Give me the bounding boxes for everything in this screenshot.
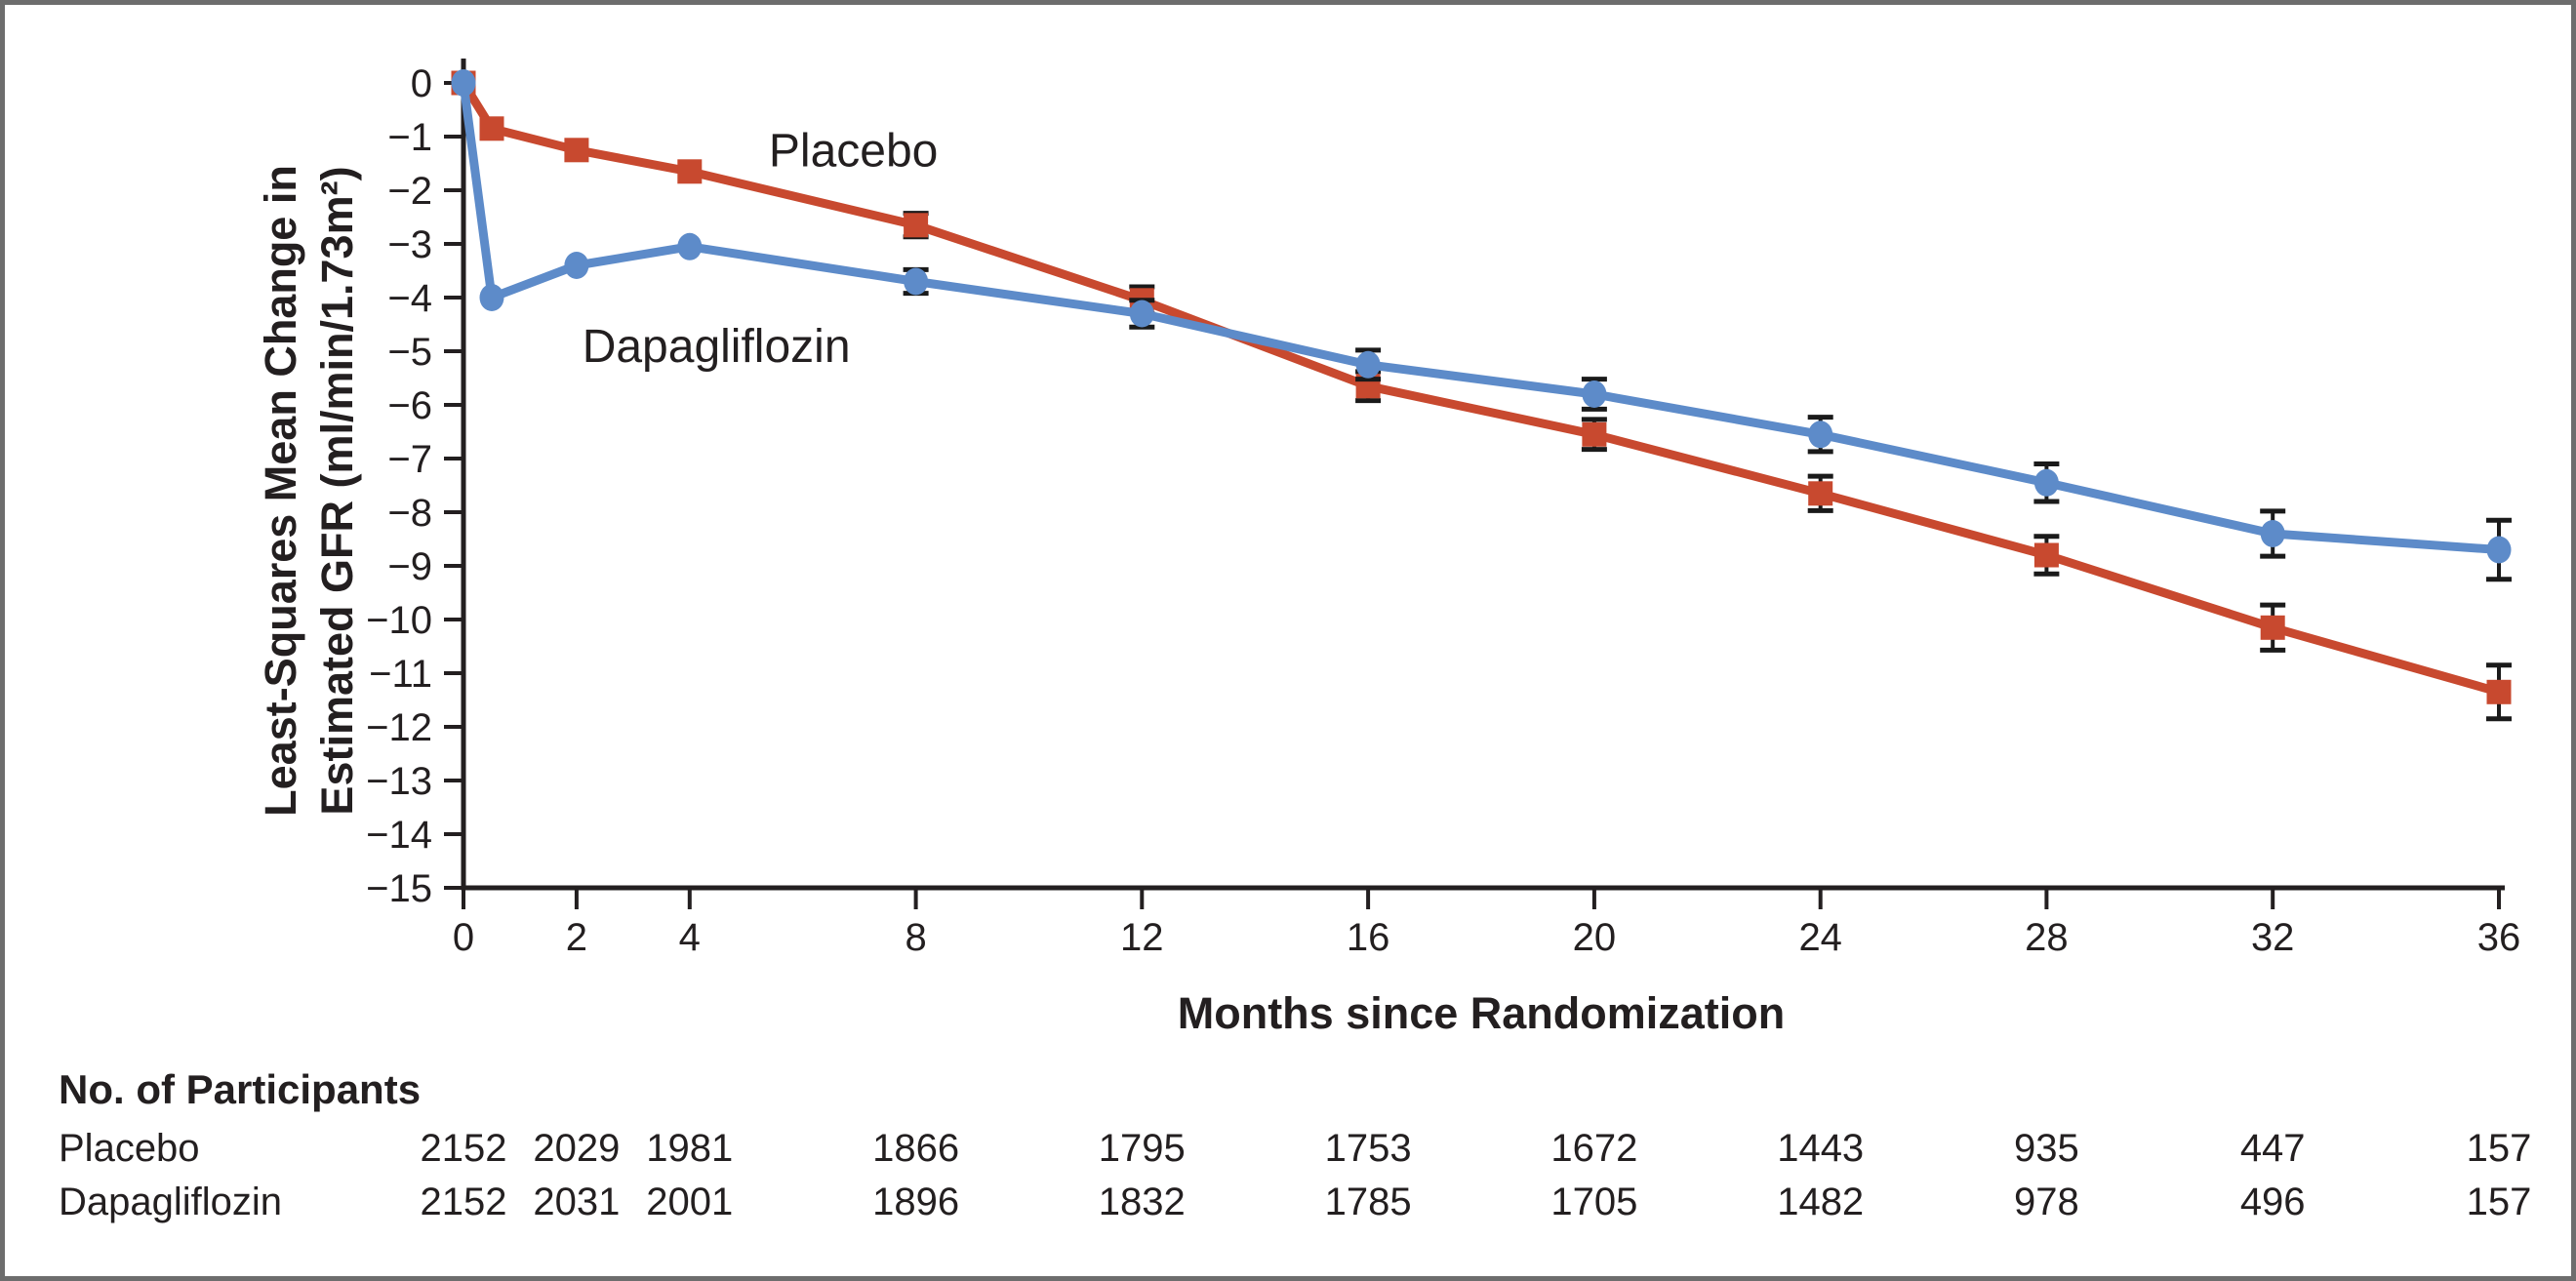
data-point-circle (451, 69, 476, 97)
data-point-circle (2260, 520, 2285, 547)
series-label: Placebo (769, 125, 938, 177)
data-point-circle (1129, 300, 1154, 328)
y-tick-label: −10 (366, 599, 432, 642)
y-tick-label: −5 (387, 331, 432, 374)
x-tick-label: 16 (1347, 916, 1390, 959)
participants-row: Dapagliflozin 2152 2031 2001 1896 1832 1785 170… (5, 1181, 2571, 1229)
participants-value: 1866 (872, 1127, 960, 1170)
data-point-square (904, 213, 929, 238)
x-tick-label: 32 (2251, 916, 2295, 959)
participants-value: 157 (2466, 1181, 2532, 1223)
x-tick-label: 36 (2477, 916, 2521, 959)
participants-row: Placebo 2152 2029 1981 1866 1795 1753 1672 1443 9… (5, 1127, 2571, 1176)
y-axis-title-line-1: Least-Squares Mean Change in (256, 165, 305, 817)
participants-value: 447 (2239, 1127, 2306, 1170)
y-axis: 0 −1 −2 −3 −4 −5 −6 −7 −8 −9 −10 −11 −12 −13 −14 −15 (366, 59, 466, 910)
participants-value: 2001 (646, 1181, 734, 1223)
x-tick-label: 28 (2025, 916, 2069, 959)
y-tick-label: −2 (387, 170, 432, 213)
participants-value: 978 (2014, 1181, 2079, 1223)
data-point-circle (479, 284, 504, 311)
data-point-circle (1808, 420, 1833, 449)
data-point-square (2033, 542, 2059, 568)
y-tick-label: −8 (387, 492, 432, 535)
participants-value: 1896 (872, 1181, 960, 1223)
participants-value: 157 (2466, 1127, 2532, 1170)
x-tick-label: 20 (1573, 916, 1617, 959)
y-axis-title: Least-Squares Mean Change in Estimated G… (253, 165, 366, 817)
y-tick-label: −9 (387, 545, 432, 588)
participants-value: 1832 (1098, 1181, 1186, 1223)
data-point-circle (564, 252, 589, 279)
y-tick-label: 0 (411, 62, 432, 105)
data-point-square (2260, 615, 2285, 640)
participants-value: 1753 (1324, 1127, 1412, 1170)
x-tick-label: 12 (1120, 916, 1164, 959)
participants-row-label: Placebo (59, 1127, 200, 1170)
x-tick-label: 24 (1798, 916, 1842, 959)
y-tick-label: −11 (369, 653, 432, 696)
participants-value: 1705 (1550, 1181, 1638, 1223)
y-tick-label: −6 (387, 384, 432, 427)
participants-value: 1795 (1098, 1127, 1186, 1170)
data-point-square (1808, 481, 1833, 506)
series-line (459, 78, 2504, 554)
participants-value: 1672 (1550, 1127, 1638, 1170)
data-point-circle (677, 232, 703, 260)
x-tick-label: 4 (679, 916, 701, 959)
data-point-square (677, 159, 703, 184)
egfr-line-chart: 0−1−2−3−4−5−6−7−8−9−10−11−12−13−14−150 2 4… (366, 59, 2521, 959)
participants-value: 935 (2014, 1127, 2079, 1170)
y-tick-label: −1 (387, 116, 432, 159)
data-point-circle (2033, 468, 2059, 497)
participants-value: 2031 (533, 1181, 621, 1223)
y-tick-label: −4 (387, 277, 432, 320)
participants-value: 2029 (533, 1127, 621, 1170)
series-dapagliflozin: Dapagliflozin (451, 69, 2512, 582)
data-point-square (1582, 421, 1607, 447)
y-tick-label: −12 (366, 706, 432, 749)
participants-value: 1482 (1777, 1181, 1865, 1223)
data-point-square (479, 116, 504, 141)
y-tick-label: −7 (387, 438, 432, 481)
data-point-circle (1582, 380, 1607, 408)
participants-value: 2152 (420, 1181, 507, 1223)
data-point-circle (2486, 536, 2512, 564)
y-tick-label: −15 (366, 867, 432, 910)
y-tick-label: −13 (366, 760, 432, 803)
participants-value: 2152 (420, 1127, 507, 1170)
y-axis-title-line-2: Estimated GFR (ml/min/1.73m²) (312, 166, 362, 816)
y-tick-label: −14 (366, 814, 432, 857)
series-placebo: Placebo (451, 70, 2512, 722)
series-label: Dapagliflozin (583, 321, 851, 373)
y-tick-label: −3 (387, 223, 432, 266)
participants-value: 1443 (1777, 1127, 1865, 1170)
data-point-square (564, 138, 589, 163)
x-tick-label: 8 (905, 916, 926, 959)
data-point-circle (1355, 350, 1381, 379)
x-axis-title: Months since Randomization (1177, 988, 1786, 1038)
data-point-circle (904, 267, 929, 296)
x-tick-label: 0 (453, 916, 474, 959)
participants-value: 1785 (1324, 1181, 1412, 1223)
x-tick-label: 2 (566, 916, 587, 959)
participants-header: No. of Participants (59, 1066, 422, 1112)
participants-value: 496 (2239, 1181, 2306, 1223)
participants-value: 1981 (646, 1127, 734, 1170)
participants-row-label: Dapagliflozin (59, 1181, 283, 1223)
data-point-square (2486, 679, 2512, 704)
x-axis: 0 2 4 8 12 16 20 24 28 32 36 (453, 885, 2521, 959)
